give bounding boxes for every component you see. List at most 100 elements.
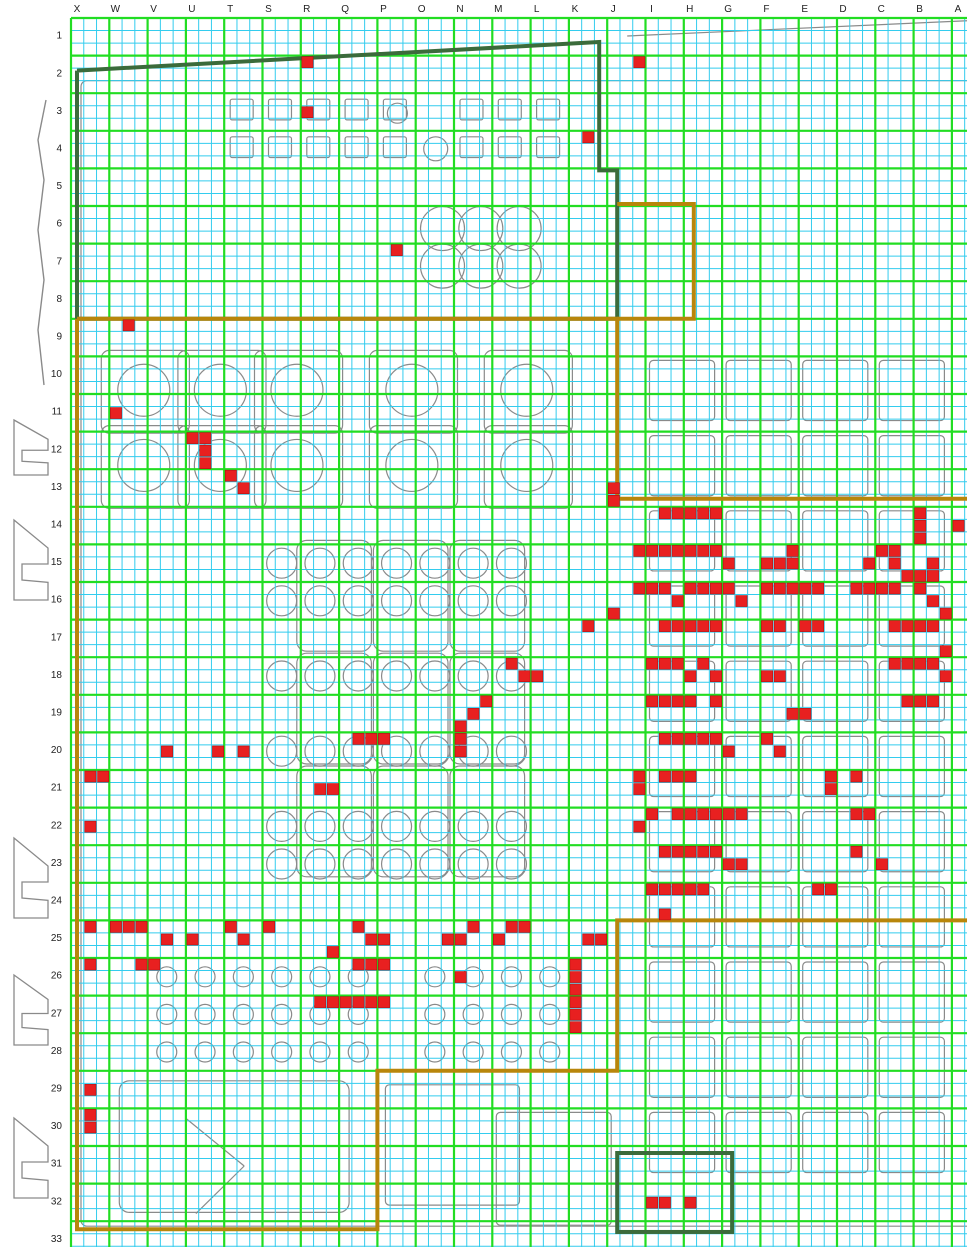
marked-cell <box>684 620 697 632</box>
row-label: 30 <box>51 1121 63 1132</box>
marked-cell <box>888 557 901 570</box>
column-label: P <box>380 4 387 15</box>
marked-cell <box>697 657 710 670</box>
equipment-outline <box>535 98 561 121</box>
marked-cell <box>161 933 173 946</box>
column-label: G <box>724 4 732 15</box>
column-label: W <box>111 4 121 15</box>
marked-cell <box>824 770 837 783</box>
marked-cell <box>454 720 467 733</box>
tank-circle <box>380 547 413 579</box>
equipment-outline <box>459 98 484 121</box>
tank-circle <box>194 1003 216 1026</box>
marked-cell <box>684 545 697 557</box>
marked-cell <box>850 845 863 858</box>
marked-cell <box>646 883 659 896</box>
marked-cell <box>505 657 518 670</box>
marked-cell <box>671 545 684 557</box>
column-label: J <box>611 4 616 15</box>
marked-cell <box>237 482 250 495</box>
room-outline <box>802 735 869 798</box>
exterior-stair <box>13 1116 49 1199</box>
column-label: D <box>839 4 846 15</box>
marked-cell <box>569 971 582 983</box>
room-outline <box>449 765 526 878</box>
marked-cell <box>863 808 876 820</box>
equipment-outline <box>267 98 293 121</box>
marked-cell <box>786 708 799 720</box>
marked-cell <box>812 883 825 896</box>
bay-outline <box>177 349 267 434</box>
marked-cell <box>671 733 684 745</box>
marked-cell <box>697 545 710 557</box>
row-label: 23 <box>51 858 63 869</box>
tank-circle <box>500 966 523 988</box>
marked-cell <box>646 695 659 708</box>
row-label: 27 <box>51 1008 63 1019</box>
marked-cell <box>710 582 722 595</box>
marked-cell <box>799 708 812 720</box>
exterior-stair <box>13 973 49 1046</box>
equipment-outline <box>267 136 293 159</box>
marked-cell <box>914 620 927 632</box>
marked-cell <box>722 858 735 871</box>
row-label: 17 <box>51 632 63 643</box>
marked-cell <box>633 770 646 783</box>
room-outline <box>878 359 946 422</box>
equipment-circle <box>423 136 449 162</box>
marked-cell <box>352 996 365 1008</box>
bay-outline <box>100 425 190 509</box>
tank-circle <box>342 547 374 579</box>
marked-cell <box>722 557 735 570</box>
marked-cell <box>735 808 748 820</box>
column-label: I <box>650 4 653 15</box>
room-outline <box>802 961 869 1023</box>
marked-cell <box>607 607 620 620</box>
marked-cell <box>658 620 671 632</box>
marked-cell <box>684 695 697 708</box>
marked-cell <box>786 582 799 595</box>
marked-cell <box>710 670 722 683</box>
marked-cell <box>773 582 786 595</box>
marked-cell <box>773 670 786 683</box>
tank-circle <box>193 438 247 493</box>
room-outline <box>296 539 372 652</box>
column-label: C <box>878 4 885 15</box>
tank-circle <box>539 1041 561 1063</box>
tank-circle <box>266 585 298 617</box>
marked-cell <box>722 808 735 820</box>
marked-cell <box>850 582 863 595</box>
room-outline <box>878 1036 946 1098</box>
tank-circle <box>194 966 216 988</box>
tank-circle <box>270 438 324 493</box>
marked-cell <box>824 783 837 795</box>
marked-cell <box>327 783 339 795</box>
tank-circle <box>271 1003 293 1026</box>
marked-cell <box>888 582 901 595</box>
room-outline <box>648 1036 716 1098</box>
marked-cell <box>569 958 582 971</box>
marked-cell <box>224 921 237 933</box>
marked-cell <box>365 733 378 745</box>
marked-cell <box>710 733 722 745</box>
marked-cell <box>671 507 684 520</box>
marked-cell <box>301 56 314 68</box>
marked-cell <box>697 582 710 595</box>
tank-circle <box>304 848 336 880</box>
marked-cell <box>658 582 671 595</box>
marked-cell <box>658 770 671 783</box>
marked-cell <box>761 557 773 570</box>
column-label: A <box>955 4 962 15</box>
row-label: 26 <box>51 971 63 982</box>
marked-cell <box>84 770 97 783</box>
room-outline <box>725 359 792 422</box>
marked-cell <box>658 507 671 520</box>
room-outline <box>878 810 946 873</box>
equipment-outline <box>497 136 522 159</box>
marked-cell <box>710 845 722 858</box>
marked-cell <box>914 507 927 520</box>
column-label: L <box>534 4 540 15</box>
marked-cell <box>863 582 876 595</box>
marked-cells <box>84 56 965 1209</box>
marked-cell <box>314 996 327 1008</box>
